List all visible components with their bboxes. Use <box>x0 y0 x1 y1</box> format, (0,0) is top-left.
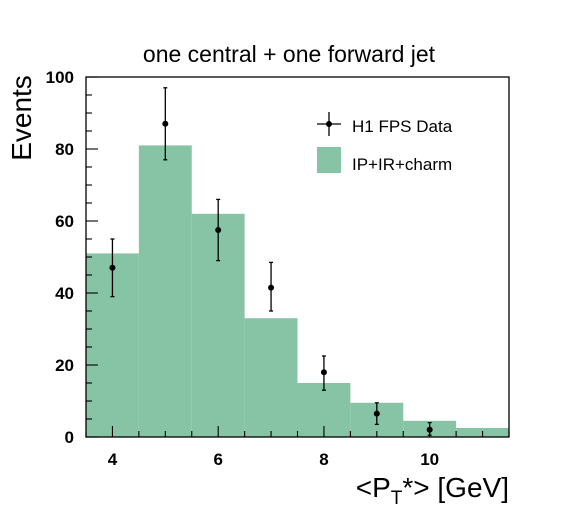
legend: H1 FPS Data IP+IR+charm <box>317 112 453 174</box>
legend-label-model: IP+IR+charm <box>352 155 452 174</box>
y-axis-label: Events <box>6 75 37 161</box>
data-marker-2 <box>215 227 222 233</box>
x-axis-label-prefix: <P <box>356 472 391 503</box>
y-tick-label: 80 <box>55 140 74 159</box>
legend-marker-model <box>317 147 341 173</box>
x-axis-label-suffix: *> [GeV] <box>402 472 509 503</box>
legend-label-data: H1 FPS Data <box>352 117 453 136</box>
data-marker-0 <box>109 264 116 271</box>
data-point-2 <box>215 198 222 262</box>
x-tick-label: 6 <box>213 450 222 469</box>
x-tick-label: 10 <box>420 450 439 469</box>
x-tick-label: 8 <box>319 450 328 469</box>
y-tick-label: 60 <box>55 212 74 231</box>
data-marker-1 <box>162 120 169 127</box>
legend-marker-data <box>317 112 341 136</box>
data-point-4 <box>320 355 327 391</box>
chart-title: one central + one forward jet <box>143 41 436 67</box>
data-marker-4 <box>320 369 327 376</box>
data-point-5 <box>373 402 380 426</box>
y-tick-label: 0 <box>65 428 74 447</box>
data-point-3 <box>268 261 275 312</box>
x-axis-label-subscript: T <box>391 488 403 509</box>
y-axis-ticks: 0 20 40 60 80 100 <box>46 68 98 447</box>
x-axis-label: <PT*> [GeV] <box>356 472 509 509</box>
x-tick-label: 4 <box>108 450 118 469</box>
y-tick-label: 100 <box>46 68 74 87</box>
histogram-bars <box>86 145 509 437</box>
data-point-1 <box>162 87 169 161</box>
data-marker-3 <box>268 284 275 291</box>
data-points <box>109 87 433 436</box>
histogram-bar-1 <box>138 145 192 437</box>
y-tick-label: 40 <box>55 284 74 303</box>
data-marker-5 <box>373 410 380 417</box>
x-axis-ticks: 4 6 8 10 <box>85 426 510 469</box>
y-tick-label: 20 <box>55 356 74 375</box>
data-point-0 <box>109 238 116 298</box>
histogram-bar-3 <box>244 318 298 437</box>
